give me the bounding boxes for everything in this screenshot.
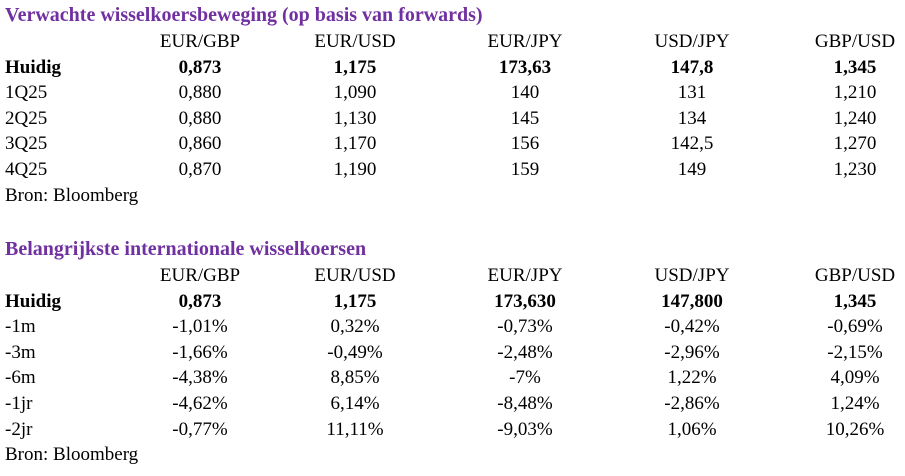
row-label: 1Q25	[5, 82, 48, 104]
column-header: EUR/GBP	[159, 31, 241, 52]
table-cell: -2,48%	[497, 341, 553, 363]
table-cell: 149	[677, 159, 707, 180]
table-cell: 1,345	[833, 290, 877, 312]
table-cell: -9,03%	[497, 418, 553, 440]
column-header: USD/JPY	[654, 265, 730, 286]
table-cell: 1,190	[333, 159, 377, 180]
table-cell: -8,48%	[497, 393, 553, 414]
table-cell: 1,240	[833, 107, 877, 129]
table-cell: 0,873	[178, 290, 222, 312]
table-cell: 1,175	[333, 56, 377, 78]
column-header: EUR/JPY	[487, 265, 563, 286]
table-cell: 147,800	[661, 290, 723, 312]
source-note: Bron: Bloomberg	[5, 444, 139, 466]
table-cell: 0,880	[178, 107, 222, 129]
table-cell: 140	[510, 82, 540, 104]
table-cell: -0,69%	[827, 316, 883, 338]
table-cell: 1,090	[333, 82, 377, 104]
column-header: EUR/JPY	[487, 31, 563, 52]
row-label: 4Q25	[5, 159, 48, 180]
table-cell: 173,63	[498, 56, 552, 78]
table-cell: 0,870	[178, 159, 222, 180]
row-label: -1jr	[5, 393, 33, 414]
table-cell: 159	[510, 159, 540, 180]
column-header: EUR/USD	[314, 31, 396, 52]
column-header: GBP/USD	[814, 265, 896, 286]
table-cell: 1,230	[833, 159, 877, 180]
source-note: Bron: Bloomberg	[5, 184, 139, 206]
column-header: GBP/USD	[814, 31, 896, 52]
column-header: USD/JPY	[654, 31, 730, 52]
table-cell: 1,270	[833, 133, 877, 155]
row-label: Huidig	[5, 56, 61, 78]
table-cell: 142,5	[670, 133, 714, 155]
table-cell: 0,873	[178, 56, 222, 78]
table-cell: 11,11%	[326, 418, 384, 440]
table-cell: -0,77%	[172, 418, 228, 440]
table-cell: 4,09%	[830, 367, 880, 389]
table-cell: -4,62%	[172, 393, 228, 414]
table-cell: 1,06%	[667, 418, 717, 440]
table-cell: 1,22%	[667, 367, 717, 389]
table-cell: 156	[510, 133, 540, 155]
table-cell: 0,32%	[330, 316, 380, 338]
column-header: EUR/USD	[314, 265, 396, 286]
table-title: Verwachte wisselkoersbeweging (op basis …	[5, 4, 483, 26]
table-cell: 145	[510, 107, 540, 129]
table-cell: 8,85%	[330, 367, 380, 389]
table-cell: -2,96%	[664, 341, 720, 363]
table-cell: 1,210	[833, 82, 877, 104]
table-cell: 147,8	[670, 56, 714, 78]
row-label: -2jr	[5, 418, 33, 440]
table-cell: 0,880	[178, 82, 222, 104]
table-cell: -1,66%	[172, 341, 228, 363]
table-cell: -1,01%	[172, 316, 228, 338]
table-cell: -0,42%	[664, 316, 720, 338]
table-cell: 1,345	[833, 56, 877, 78]
row-label: 3Q25	[5, 133, 48, 155]
table-cell: -7%	[509, 367, 541, 389]
table-cell: -2,86%	[664, 393, 720, 414]
table-cell: 1,24%	[830, 393, 880, 414]
row-label: -1m	[5, 316, 36, 338]
row-label: -6m	[5, 367, 36, 389]
row-label: 2Q25	[5, 107, 48, 129]
table-cell: 10,26%	[825, 418, 885, 440]
table-cell: -0,49%	[327, 341, 383, 363]
table-cell: 134	[677, 107, 707, 129]
table-cell: 0,860	[178, 133, 222, 155]
column-header: EUR/GBP	[159, 265, 241, 286]
row-label: -3m	[5, 341, 36, 363]
table-cell: -4,38%	[172, 367, 228, 389]
table-title: Belangrijkste internationale wisselkoers…	[5, 238, 367, 260]
table-cell: 6,14%	[330, 393, 380, 414]
table-cell: 131	[677, 82, 707, 104]
table-cell: 1,175	[333, 290, 377, 312]
table-cell: 173,630	[494, 290, 556, 312]
table-cell: 1,130	[333, 107, 377, 129]
table-cell: -2,15%	[827, 341, 883, 363]
table-cell: 1,170	[333, 133, 377, 155]
table-cell: -0,73%	[497, 316, 553, 338]
row-label: Huidig	[5, 290, 61, 312]
